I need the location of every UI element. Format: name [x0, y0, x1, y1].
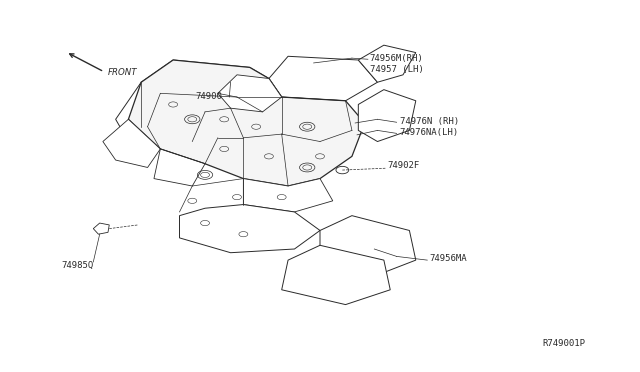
Text: 74976N (RH): 74976N (RH)	[400, 117, 459, 126]
Polygon shape	[358, 90, 416, 141]
Text: 74957 (LH): 74957 (LH)	[370, 65, 424, 74]
Text: 74902F: 74902F	[387, 161, 419, 170]
Text: 74956MA: 74956MA	[430, 254, 467, 263]
Polygon shape	[103, 119, 161, 167]
Polygon shape	[179, 205, 320, 253]
Polygon shape	[154, 149, 205, 186]
Text: 74976NA(LH): 74976NA(LH)	[400, 128, 459, 137]
Text: R749001P: R749001P	[542, 339, 585, 348]
Polygon shape	[116, 82, 161, 131]
Polygon shape	[320, 216, 416, 275]
Polygon shape	[141, 60, 269, 97]
Text: 74956M(RH): 74956M(RH)	[370, 54, 424, 63]
Polygon shape	[358, 45, 416, 82]
Polygon shape	[243, 179, 333, 212]
Polygon shape	[93, 223, 109, 234]
Polygon shape	[218, 75, 282, 112]
Polygon shape	[129, 60, 365, 186]
Polygon shape	[282, 245, 390, 305]
Text: 74900: 74900	[195, 92, 222, 101]
Text: FRONT: FRONT	[108, 68, 138, 77]
Polygon shape	[269, 56, 378, 101]
Text: 74985Q: 74985Q	[61, 261, 93, 270]
